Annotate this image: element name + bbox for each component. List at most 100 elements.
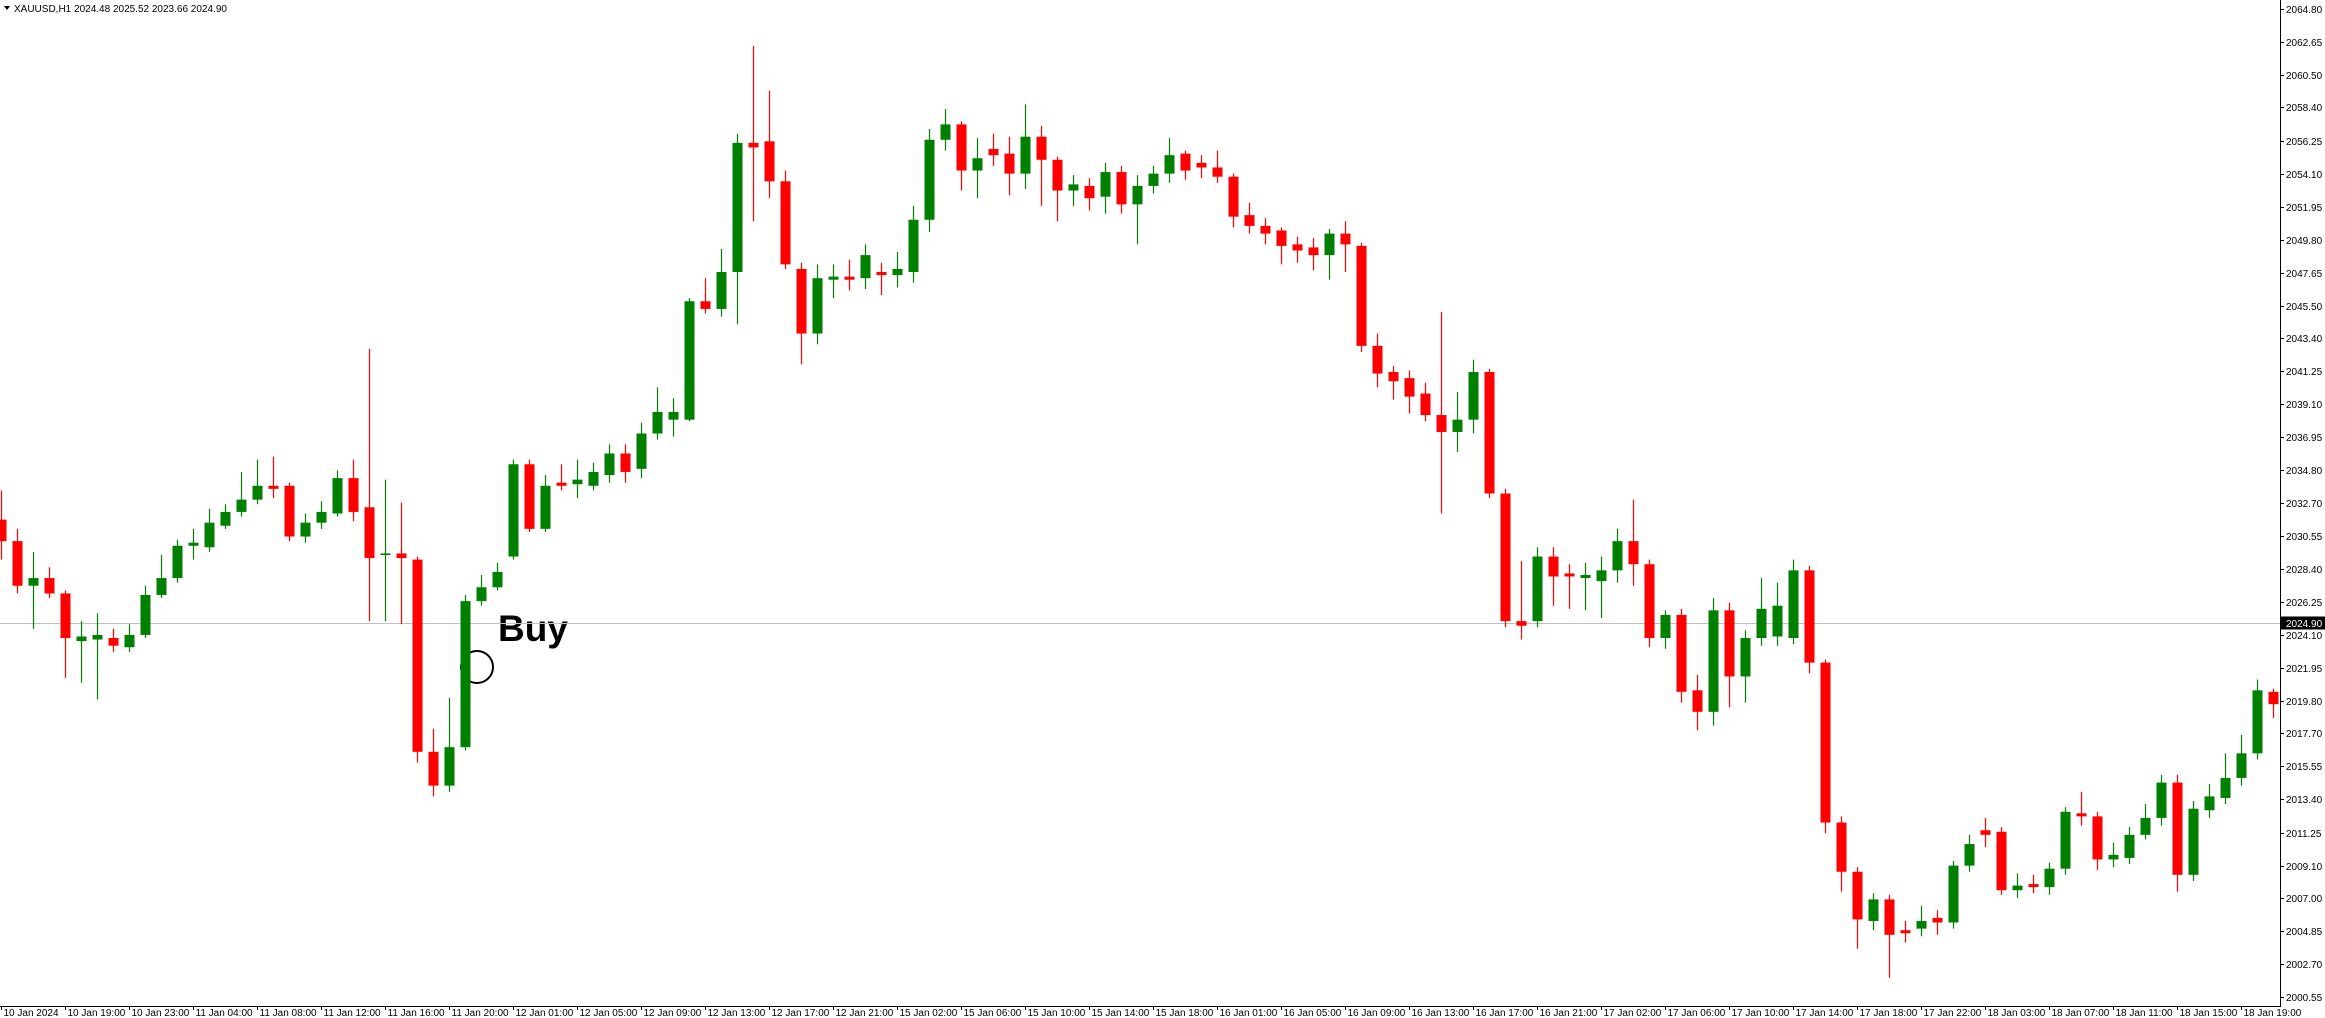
x-tick-label: 18 Jan 07:00 <box>2052 1008 2110 1018</box>
x-tick-label: 11 Jan 08:00 <box>260 1008 318 1018</box>
candle-body <box>2172 782 2183 875</box>
candle-body <box>1708 610 1719 712</box>
candle-body <box>828 276 839 280</box>
candle-body <box>1868 899 1879 921</box>
candle-body <box>588 471 599 486</box>
y-tick-label: 2051.95 <box>2286 203 2323 214</box>
candle-body <box>620 453 631 472</box>
candle-body <box>1756 608 1767 639</box>
x-tick-label: 16 Jan 05:00 <box>1284 1008 1342 1018</box>
y-tick-label: 2036.95 <box>2286 433 2323 444</box>
candle-body <box>236 499 247 512</box>
y-tick-label: 2062.65 <box>2286 38 2323 49</box>
candle-body <box>1644 564 1655 639</box>
y-tick-label: 2054.10 <box>2286 170 2323 181</box>
y-tick-label: 2017.70 <box>2286 729 2323 740</box>
candle-body <box>364 507 375 559</box>
candle-body <box>796 268 807 334</box>
candle-body <box>556 482 567 486</box>
candle-body <box>2044 868 2055 888</box>
x-tick-label: 11 Jan 04:00 <box>196 1008 254 1018</box>
candle-body <box>668 411 679 420</box>
x-tick-label: 12 Jan 05:00 <box>580 1008 638 1018</box>
candle-body <box>2140 817 2151 835</box>
candle-body <box>1372 345 1383 374</box>
x-tick-label: 18 Jan 15:00 <box>2180 1008 2238 1018</box>
candle-body <box>1148 173 1159 186</box>
candle-body <box>1404 378 1415 397</box>
candle-body <box>188 542 199 546</box>
candle-body <box>972 158 983 171</box>
candle-body <box>1068 184 1079 191</box>
y-tick-label: 2030.55 <box>2286 532 2323 543</box>
candle-body <box>92 634 103 640</box>
y-tick-label: 2043.40 <box>2286 334 2323 345</box>
candle-body <box>268 485 279 489</box>
x-tick-label: 15 Jan 18:00 <box>1156 1008 1214 1018</box>
x-tick-label: 10 Jan 23:00 <box>132 1008 190 1018</box>
candle-body <box>1228 176 1239 217</box>
x-tick-label: 11 Jan 16:00 <box>388 1008 446 1018</box>
x-tick-label: 15 Jan 02:00 <box>900 1008 958 1018</box>
x-tick-label: 16 Jan 21:00 <box>1540 1008 1598 1018</box>
y-tick-label: 2028.40 <box>2286 565 2323 576</box>
candle-body <box>780 181 791 265</box>
x-tick-label: 12 Jan 01:00 <box>516 1008 574 1018</box>
candle-body <box>1500 493 1511 622</box>
candle-body <box>1420 393 1431 416</box>
candle-body <box>140 594 151 635</box>
candle-body <box>252 485 263 500</box>
candle-body <box>348 478 359 512</box>
candle-body <box>1836 822 1847 872</box>
x-tick-label: 17 Jan 18:00 <box>1860 1008 1918 1018</box>
candle-body <box>60 593 71 639</box>
y-tick-label: 2041.25 <box>2286 367 2323 378</box>
x-tick-label: 12 Jan 13:00 <box>708 1008 766 1018</box>
x-tick-label: 18 Jan 11:00 <box>2116 1008 2174 1018</box>
candle-body <box>1260 225 1271 234</box>
x-tick-label: 18 Jan 19:00 <box>2244 1008 2302 1018</box>
x-tick-label: 17 Jan 06:00 <box>1668 1008 1726 1018</box>
candle-body <box>1724 610 1735 677</box>
y-tick-label: 2060.50 <box>2286 71 2323 82</box>
x-tick-label: 18 Jan 03:00 <box>1988 1008 2046 1018</box>
candle-body <box>2012 885 2023 891</box>
menu-triangle[interactable] <box>4 6 10 10</box>
candle-body <box>428 751 439 786</box>
y-tick-label: 2004.85 <box>2286 927 2323 938</box>
candle-body <box>748 142 759 148</box>
candle-body <box>812 278 823 334</box>
x-tick-label: 10 Jan 2024 <box>4 1008 59 1018</box>
candle-body <box>1580 574 1591 579</box>
price-label-box <box>2281 616 2325 630</box>
candle-body <box>1036 136 1047 160</box>
candle-body <box>1484 371 1495 494</box>
x-tick-label: 15 Jan 10:00 <box>1028 1008 1086 1018</box>
candle-body <box>988 149 999 156</box>
x-tick-label: 12 Jan 21:00 <box>836 1008 894 1018</box>
candle-body <box>2268 691 2279 705</box>
candle-body <box>572 479 583 485</box>
candle-body <box>1932 917 1943 923</box>
candle-body <box>284 485 295 537</box>
candle-body <box>940 124 951 140</box>
x-tick-label: 15 Jan 14:00 <box>1092 1008 1150 1018</box>
candle-body <box>1564 573 1575 577</box>
candle-body <box>844 276 855 280</box>
candle-body <box>1980 830 1991 835</box>
candle-body <box>28 578 39 586</box>
candle-body <box>1212 167 1223 177</box>
candle-body <box>2092 816 2103 860</box>
y-tick-label: 2056.25 <box>2286 137 2323 148</box>
candle-body <box>1900 930 1911 934</box>
candle-body <box>2188 808 2199 875</box>
candle-body <box>1612 541 1623 571</box>
candle-body <box>924 139 935 220</box>
candle-body <box>1132 185 1143 205</box>
candle-body <box>108 638 119 646</box>
candle-body <box>956 124 967 171</box>
x-tick-label: 15 Jan 06:00 <box>964 1008 1022 1018</box>
price-label: 2024.90 <box>2286 619 2323 630</box>
x-tick-label: 11 Jan 12:00 <box>324 1008 382 1018</box>
